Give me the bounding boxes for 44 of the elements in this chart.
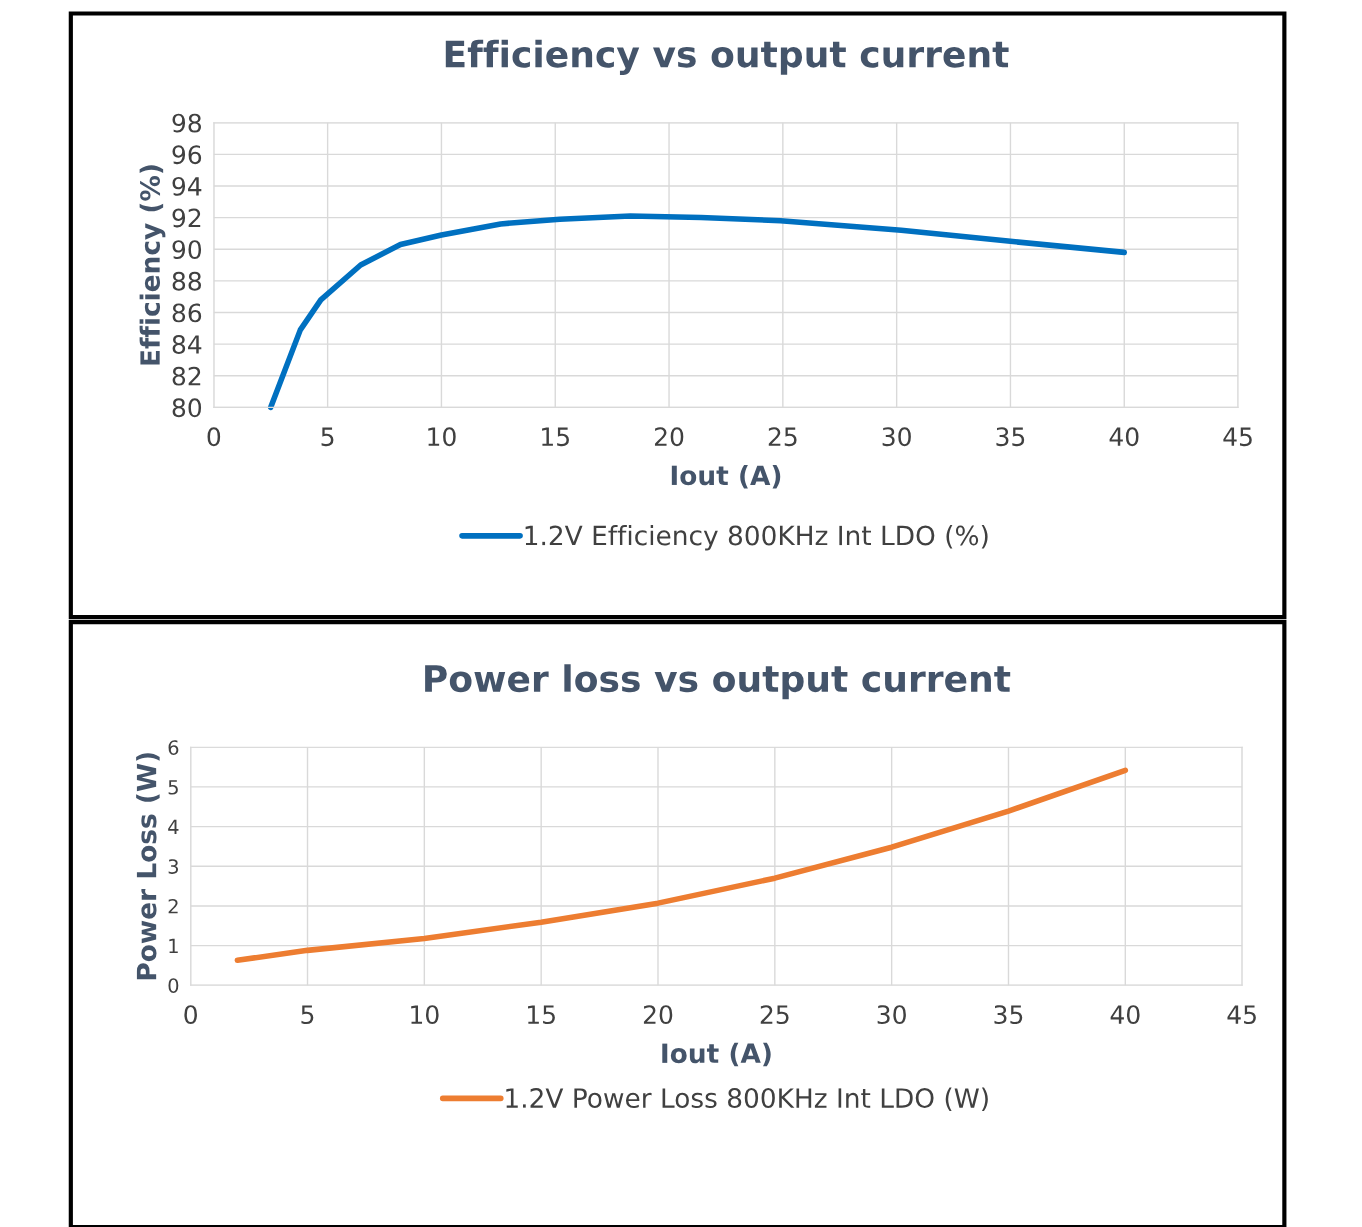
- x-tick-label: 15: [542, 427, 569, 447]
- y-tick-label: 82: [172, 366, 201, 386]
- x-tick-label: 20: [643, 1005, 673, 1025]
- y-axis-title: Power Loss (W): [136, 753, 160, 980]
- y-tick-label: 6: [168, 740, 179, 755]
- y-tick-label: 90: [172, 240, 202, 260]
- x-tick-label: 25: [768, 427, 797, 447]
- x-tick-label: 20: [654, 427, 684, 447]
- legend-label: 1.2V Power Loss 800KHz Int LDO (W): [506, 1087, 988, 1112]
- x-tick-label: 45: [1227, 1005, 1256, 1025]
- y-tick-label: 84: [172, 335, 202, 354]
- x-tick-label: 5: [301, 1005, 314, 1025]
- chart-title: Power loss vs output current: [425, 664, 1011, 700]
- y-tick-label: 5: [168, 780, 178, 795]
- x-tick-label: 15: [528, 1005, 555, 1025]
- x-tick-label: 40: [1110, 1005, 1140, 1025]
- y-tick-label: 86: [172, 303, 202, 323]
- y-tick-label: 3: [168, 859, 179, 874]
- legend-label: 1.2V Efficiency 800KHz Int LDO (%): [525, 525, 988, 551]
- y-tick-label: 80: [172, 398, 202, 418]
- chart-title: Efficiency vs output current: [445, 39, 1009, 75]
- y-tick-label: 94: [172, 176, 202, 196]
- x-tick-label: 5: [321, 427, 334, 447]
- x-tick-label: 30: [882, 427, 911, 447]
- y-tick-label: 2: [168, 898, 178, 914]
- x-tick-label: 10: [411, 1005, 439, 1025]
- y-tick-label: 4: [168, 819, 179, 834]
- x-tick-label: 10: [428, 427, 456, 447]
- x-tick-label: 25: [760, 1005, 789, 1025]
- x-axis-title: Iout (A): [662, 1042, 771, 1067]
- y-axis-title: Efficiency (%): [139, 165, 166, 365]
- x-tick-label: 35: [994, 1005, 1023, 1025]
- y-tick-label: 1: [169, 938, 178, 953]
- x-tick-label: 0: [207, 427, 221, 447]
- x-tick-label: 45: [1223, 427, 1252, 447]
- y-tick-label: 92: [172, 208, 201, 228]
- x-tick-label: 30: [877, 1005, 906, 1025]
- y-tick-label: 0: [168, 978, 179, 993]
- y-tick-label: 88: [172, 271, 202, 291]
- x-axis-title: Iout (A): [671, 464, 781, 489]
- x-tick-label: 40: [1109, 427, 1139, 447]
- y-tick-label: 96: [172, 145, 202, 165]
- x-tick-label: 35: [996, 427, 1025, 447]
- y-tick-label: 98: [172, 113, 202, 133]
